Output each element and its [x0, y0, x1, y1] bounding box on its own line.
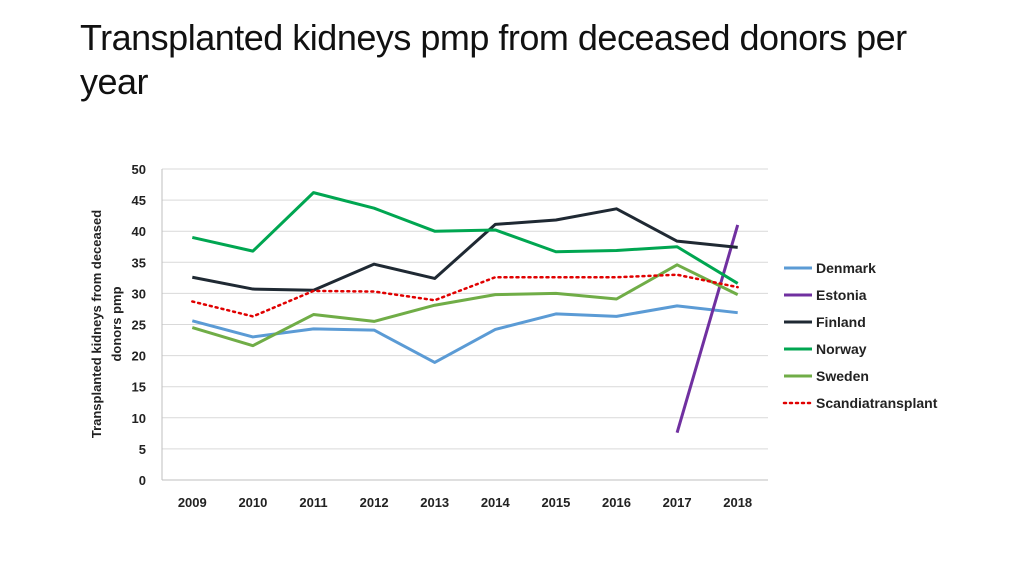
y-tick-label: 0 — [139, 473, 146, 488]
series-line-estonia — [675, 224, 740, 434]
x-tick-labels: 2009 2010 2011 2012 2013 2014 2015 2016 2017 2018 — [178, 495, 752, 510]
x-tick-label: 2009 — [178, 495, 207, 510]
axes — [161, 169, 768, 481]
x-tick-label: 2010 — [238, 495, 267, 510]
series-line-sweden — [191, 263, 739, 348]
series-line-scandiatransplant — [191, 273, 739, 318]
x-tick-label: 2016 — [602, 495, 631, 510]
y-tick-label: 10 — [132, 411, 146, 426]
y-tick-label: 45 — [132, 193, 146, 208]
x-tick-label: 2017 — [663, 495, 692, 510]
legend-label-finland: Finland — [816, 314, 866, 330]
y-tick-label: 30 — [132, 286, 146, 301]
x-tick-label: 2018 — [723, 495, 752, 510]
legend-label-norway: Norway — [816, 341, 867, 357]
y-axis-label-line1: Transplanted kidneys from deceased — [89, 210, 104, 438]
legend-label-estonia: Estonia — [816, 287, 867, 303]
page-title: Transplanted kidneys pmp from deceased d… — [80, 17, 907, 102]
gridlines — [162, 168, 768, 450]
y-tick-label: 50 — [132, 162, 146, 177]
series-line-denmark — [191, 304, 738, 364]
series-line-norway — [191, 191, 739, 285]
x-tick-label: 2014 — [481, 495, 511, 510]
series-lines — [191, 191, 740, 434]
series-line-finland — [192, 207, 738, 292]
legend: Denmark Estonia Finland Norway Sweden Scandia… — [782, 260, 938, 411]
legend-label-sweden: Sweden — [816, 368, 869, 384]
y-tick-label: 40 — [132, 224, 146, 239]
x-tick-label: 2015 — [541, 495, 570, 510]
y-tick-label: 20 — [132, 349, 146, 364]
legend-label-scandiatransplant: Scandiatransplant — [816, 395, 938, 411]
y-tick-label: 15 — [132, 380, 146, 395]
y-tick-label: 25 — [132, 318, 146, 333]
x-tick-label: 2012 — [360, 495, 389, 510]
x-tick-label: 2013 — [420, 495, 449, 510]
y-tick-label: 35 — [132, 255, 146, 270]
y-tick-label: 5 — [139, 442, 146, 457]
legend-label-denmark: Denmark — [816, 260, 876, 276]
y-tick-labels: 0 5 10 15 20 25 30 35 40 45 50 — [132, 162, 146, 488]
x-tick-label: 2011 — [299, 495, 327, 510]
y-axis-label-line2: donors pmp — [109, 286, 124, 361]
